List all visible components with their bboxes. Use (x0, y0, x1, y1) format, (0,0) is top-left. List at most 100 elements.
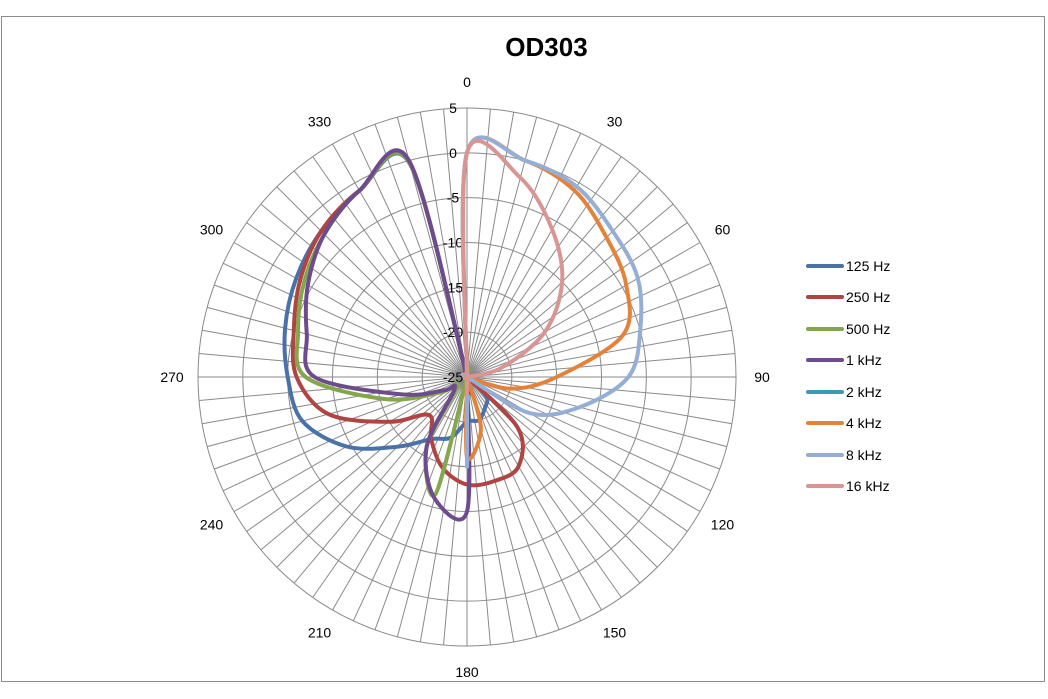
legend-label: 2 kHz (846, 383, 882, 400)
grid-spoke (466, 376, 602, 611)
chart-frame (1, 16, 1045, 682)
grid-spoke (466, 170, 641, 378)
legend-swatch (806, 295, 844, 300)
grid-spoke (466, 376, 674, 551)
grid-spoke (332, 376, 468, 611)
legend-label: 125 Hz (846, 257, 891, 274)
grid-spoke (466, 132, 582, 378)
angle-label: 330 (308, 114, 332, 130)
legend-item: 1 kHz (806, 345, 890, 377)
legend-label: 8 kHz (846, 446, 882, 463)
grid-spoke (466, 143, 602, 378)
grid-spoke (466, 203, 674, 378)
chart-legend: 125 Hz 250 Hz 500 Hz 1 kHz 2 kHz 4 kHz 8 kHz 16… (806, 250, 890, 502)
grid-spoke (466, 376, 560, 630)
grid-spoke (201, 329, 468, 378)
chart-title: OD303 (505, 32, 588, 62)
grid-spoke (276, 186, 468, 378)
grid-spoke (466, 242, 701, 378)
grid-spoke (293, 376, 468, 584)
legend-swatch (806, 389, 844, 394)
grid-spoke (233, 376, 468, 512)
series-line-8-khz (460, 135, 644, 469)
legend-swatch (806, 263, 844, 268)
legend-swatch (806, 358, 844, 363)
grid-spoke (466, 376, 582, 622)
angle-label: 270 (160, 369, 184, 385)
grid-spoke (443, 108, 468, 378)
legend-item: 8 kHz (806, 439, 890, 471)
angle-label: 60 (715, 222, 731, 238)
grid-spoke (293, 170, 468, 378)
legend-swatch (806, 452, 844, 457)
grid-spoke (466, 376, 712, 492)
grid-spoke (443, 376, 468, 646)
angle-label: 180 (455, 664, 479, 680)
angle-label: 210 (308, 624, 332, 640)
series-line-16-khz (461, 138, 565, 396)
grid-spoke (466, 284, 720, 378)
legend-label: 1 kHz (846, 352, 882, 369)
radial-labels: 50-5-10-15-20-25 (443, 100, 463, 385)
legend-swatch (806, 484, 844, 489)
legend-item: 4 kHz (806, 408, 890, 440)
legend-item: 2 kHz (806, 376, 890, 408)
grid-spoke (207, 376, 468, 448)
legend-swatch (806, 421, 844, 426)
grid-spoke (466, 353, 736, 378)
grid-spoke (374, 376, 468, 630)
grid-spoke (466, 376, 720, 470)
grid-spoke (260, 203, 468, 378)
grid-spoke (207, 306, 468, 378)
grid-spoke (198, 353, 468, 378)
grid-spoke (352, 376, 468, 622)
radial-tick-label: -5 (447, 190, 460, 206)
legend-item: 250 Hz (806, 282, 890, 314)
grid-spoke (466, 124, 560, 378)
grid-spoke (419, 111, 468, 378)
grid-spoke (466, 222, 688, 378)
grid-spoke (466, 376, 622, 598)
grid-spoke (246, 222, 468, 378)
angle-labels: 0 30 60 90 120 150 180 210 240 270 300 330 (160, 74, 770, 680)
legend-item: 500 Hz (806, 313, 890, 345)
grid-spoke (222, 262, 468, 378)
angle-label: 30 (607, 114, 623, 130)
angle-label: 150 (603, 624, 627, 640)
legend-label: 500 Hz (846, 320, 891, 337)
grid-spoke (201, 376, 468, 425)
grid-spoke (466, 376, 701, 512)
radial-tick-label: -25 (443, 369, 463, 385)
grid-spoke (352, 132, 468, 378)
angle-label: 240 (200, 517, 224, 533)
legend-swatch (806, 326, 844, 331)
radial-tick-label: 5 (449, 100, 457, 116)
legend-item: 125 Hz (806, 250, 890, 282)
radial-tick-label: 0 (449, 145, 457, 161)
legend-label: 250 Hz (846, 289, 891, 306)
legend-item: 16 kHz (806, 471, 890, 503)
grid-spoke (260, 376, 468, 551)
grid-spoke (276, 376, 468, 568)
grid-spoke (466, 306, 727, 378)
angle-label: 0 (463, 74, 471, 90)
grid-spoke (312, 156, 468, 378)
legend-label: 4 kHz (846, 415, 882, 432)
angle-label: 300 (200, 222, 224, 238)
angle-label: 90 (754, 369, 770, 385)
grid-spoke (246, 376, 468, 532)
grid-spoke (466, 156, 622, 378)
series-lines (282, 135, 644, 522)
grid-spoke (332, 143, 468, 378)
grid-spoke (466, 376, 736, 401)
grid-spoke (466, 262, 712, 378)
grid-spoke (466, 108, 491, 378)
grid-spoke (466, 111, 515, 378)
grid-spoke (233, 242, 468, 378)
grid-spoke (466, 376, 641, 584)
grid-spoke (214, 284, 468, 378)
legend-label: 16 kHz (846, 478, 890, 495)
radial-tick-label: -10 (443, 235, 463, 251)
grid-spoke (374, 124, 468, 378)
